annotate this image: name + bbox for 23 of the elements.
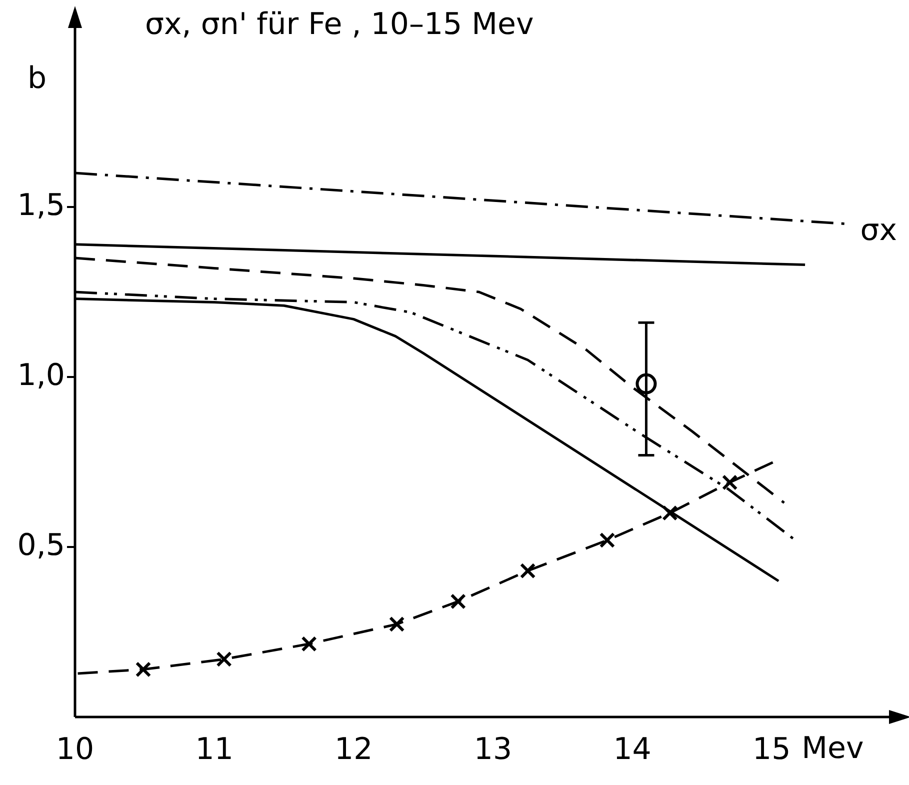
x-tick-label: 13 bbox=[474, 732, 512, 767]
chart-title: σx, σn' für Fe , 10–15 Mev bbox=[145, 6, 534, 42]
point bbox=[636, 373, 657, 394]
y-tick-label: 0,5 bbox=[17, 528, 65, 563]
point bbox=[388, 616, 405, 632]
point bbox=[662, 505, 678, 521]
x-tick-label: 15 bbox=[752, 732, 791, 767]
point bbox=[135, 662, 152, 678]
point bbox=[520, 562, 536, 579]
point bbox=[301, 636, 317, 652]
y-tick-label: 1,0 bbox=[17, 358, 65, 393]
point bbox=[450, 594, 466, 610]
x-tick-label: 10 bbox=[56, 732, 94, 767]
point bbox=[599, 532, 616, 548]
y-axis-title: b bbox=[27, 60, 47, 96]
point bbox=[216, 651, 232, 668]
x-tick-label: 14 bbox=[613, 732, 652, 767]
y-tick-label: 1,5 bbox=[17, 188, 65, 223]
series-label: σx bbox=[860, 212, 898, 248]
x-tick-label: 12 bbox=[334, 732, 373, 767]
x-tick-label: 11 bbox=[195, 732, 234, 767]
x-axis-title: Mev bbox=[802, 730, 864, 766]
point bbox=[722, 474, 738, 490]
